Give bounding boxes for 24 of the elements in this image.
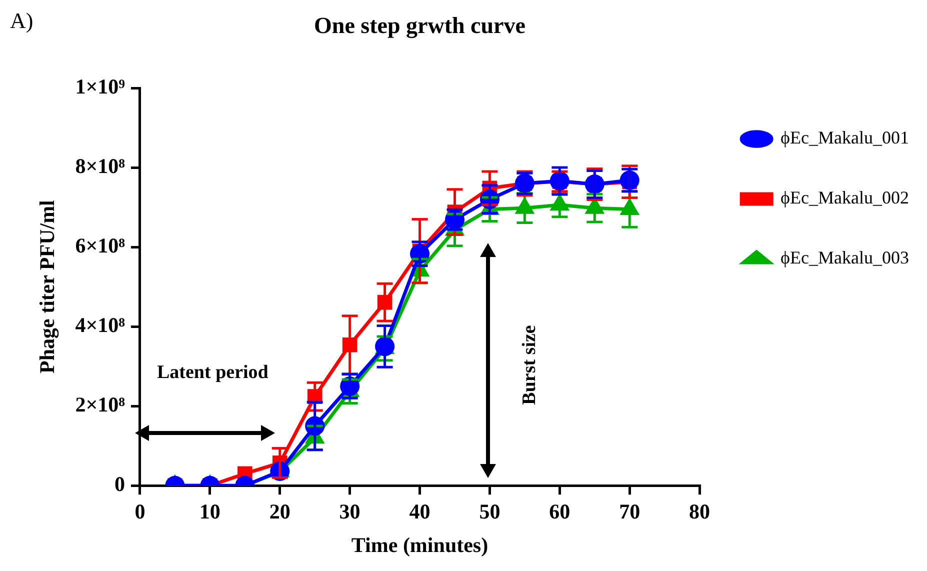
x-tick-label: 10 [199, 500, 220, 524]
x-tick-label: 80 [689, 500, 710, 524]
chart-title: One step grwth curve [314, 12, 526, 39]
text: A) [10, 8, 34, 34]
y-tick-label: 0 [114, 472, 125, 496]
y-tick-label: 8×10⁸ [75, 154, 125, 178]
x-tick-label: 60 [549, 500, 570, 524]
x-tick-label: 20 [269, 500, 290, 524]
x-axis-title: Time (minutes) [351, 532, 488, 557]
x-tick-label: 0 [134, 500, 146, 524]
y-tick-label: 4×10⁸ [75, 312, 125, 337]
legend-label: ϕEc_Makalu_002 [780, 188, 910, 208]
x-tick-label: 30 [339, 500, 360, 524]
legend-label: ϕEc_Makalu_003 [780, 248, 910, 268]
y-tick-label: 1×10⁹ [75, 74, 125, 98]
x-tick-label: 50 [479, 500, 500, 524]
y-tick-label: 2×10⁸ [75, 392, 125, 416]
x-tick-label: 40 [409, 500, 430, 524]
y-axis-title: Phage titer PFU/ml [35, 200, 60, 374]
annotation: Burst size [519, 325, 541, 405]
annotation: Latent period [157, 362, 268, 384]
y-tick-label: 6×10⁸ [75, 233, 125, 258]
legend-label: ϕEc_Makalu_001 [780, 128, 910, 148]
x-tick-label: 70 [619, 500, 640, 524]
